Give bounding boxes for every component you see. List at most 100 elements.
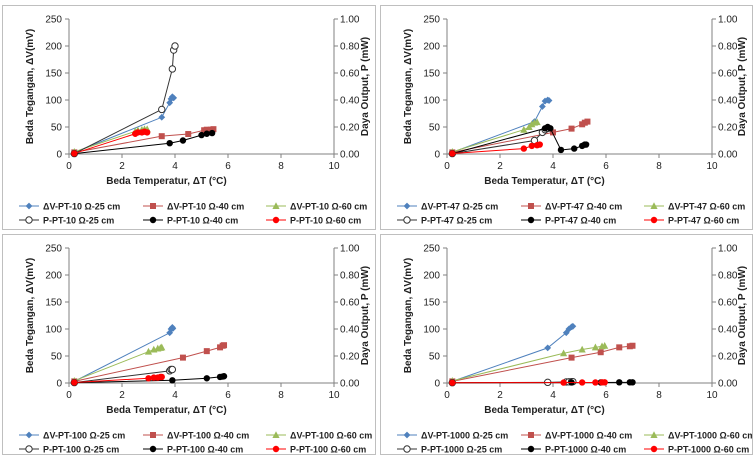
y-axis-title: Beda Tegangan, ΔV(mV) bbox=[25, 258, 36, 373]
legend-item: ΔV-PT-1000 Ω-40 cm bbox=[521, 431, 632, 441]
series bbox=[70, 42, 179, 158]
data-point bbox=[168, 365, 177, 374]
series bbox=[70, 343, 166, 384]
y-tick-label: 200 bbox=[423, 42, 440, 53]
data-point bbox=[584, 118, 591, 125]
data-point bbox=[203, 130, 210, 137]
data-point bbox=[171, 42, 179, 50]
data-point bbox=[272, 431, 280, 438]
legend-item: P-PT-1000 Ω-60 cm bbox=[644, 445, 749, 454]
data-point bbox=[560, 349, 568, 357]
data-point bbox=[166, 99, 174, 107]
data-point bbox=[650, 445, 658, 453]
legend-item: P-PT-10 Ω-40 cm bbox=[143, 216, 238, 226]
chart-panel-pt10: 0 2 4 6 8 10 0 50 100 150 200 250 0.00 0.20 0.40 0.60 0.… bbox=[2, 5, 376, 230]
legend-item: P-PT-100 Ω-40 cm bbox=[143, 445, 243, 455]
legend-label: ΔV-PT-47 Ω-60 cm bbox=[668, 202, 745, 212]
legend-label: P-PT-47 Ω-60 cm bbox=[668, 216, 739, 226]
y2-tick-label: 0.20 bbox=[340, 123, 360, 134]
y-tick-label: 100 bbox=[45, 96, 62, 107]
x-tick-label: 8 bbox=[278, 390, 284, 401]
data-point bbox=[601, 341, 609, 349]
data-point bbox=[25, 431, 33, 439]
data-point bbox=[578, 345, 586, 353]
data-point bbox=[545, 97, 553, 104]
legend-item: ΔV-PT-100 Ω-40 cm bbox=[143, 431, 249, 441]
y2-tick-label: 0.80 bbox=[340, 271, 360, 282]
data-point bbox=[527, 445, 535, 453]
data-point bbox=[449, 379, 456, 386]
y-tick-label: 250 bbox=[45, 15, 62, 26]
x-tick-label: 8 bbox=[656, 390, 662, 401]
y-tick-label: 200 bbox=[423, 271, 440, 282]
series bbox=[448, 322, 577, 385]
series bbox=[449, 342, 636, 385]
series-line bbox=[452, 325, 574, 382]
data-point bbox=[203, 126, 210, 133]
y-tick-label: 50 bbox=[51, 352, 63, 363]
data-point bbox=[158, 343, 166, 351]
y-tick-label: 250 bbox=[423, 15, 440, 26]
data-point bbox=[557, 146, 565, 154]
data-point bbox=[167, 95, 175, 103]
data-point bbox=[150, 203, 156, 209]
data-point bbox=[527, 216, 535, 224]
data-point bbox=[169, 377, 176, 384]
y-tick-label: 100 bbox=[45, 325, 62, 336]
data-point bbox=[221, 342, 228, 349]
y-tick-label: 0 bbox=[56, 379, 62, 390]
chart-panel-pt47: 0 2 4 6 8 10 0 50 100 150 200 250 0.00 0.20 0.40 0.60 0.… bbox=[380, 5, 753, 230]
x-tick-label: 0 bbox=[444, 390, 450, 401]
legend-label: P-PT-1000 Ω-25 cm bbox=[421, 445, 502, 455]
y-tick-label: 150 bbox=[423, 69, 440, 80]
data-point bbox=[403, 202, 411, 210]
y2-axis-title: Daya Output, P (mW) bbox=[360, 266, 371, 365]
legend-label: ΔV-PT-1000 Ω-40 cm bbox=[545, 431, 632, 441]
data-point bbox=[650, 431, 658, 438]
series bbox=[449, 123, 590, 157]
legend-label: P-PT-10 Ω-40 cm bbox=[167, 216, 238, 226]
data-point bbox=[158, 105, 166, 114]
legend-label: ΔV-PT-47 Ω-40 cm bbox=[545, 202, 622, 212]
x-tick-label: 10 bbox=[328, 161, 340, 172]
legend-label: P-PT-100 Ω-25 cm bbox=[43, 445, 119, 455]
x-tick-label: 10 bbox=[328, 390, 340, 401]
data-point bbox=[71, 150, 78, 157]
y-tick-label: 150 bbox=[45, 298, 62, 309]
x-tick-label: 0 bbox=[444, 161, 450, 172]
x-axis-title: Beda Temperatur, ΔT (°C) bbox=[484, 176, 604, 187]
y-axis-title: Beda Tegangan, ΔV(mV) bbox=[403, 29, 414, 144]
legend-item: P-PT-100 Ω-60 cm bbox=[266, 445, 366, 454]
y2-tick-label: 0.00 bbox=[718, 150, 738, 161]
data-point bbox=[149, 216, 157, 224]
y2-tick-label: 0.80 bbox=[718, 271, 738, 282]
data-point bbox=[149, 445, 157, 453]
y-tick-label: 100 bbox=[423, 325, 440, 336]
data-point bbox=[25, 445, 33, 453]
y-tick-label: 250 bbox=[423, 244, 440, 255]
legend-item: P-PT-47 Ω-60 cm bbox=[644, 216, 739, 226]
x-tick-label: 10 bbox=[706, 161, 718, 172]
legend-label: ΔV-PT-10 Ω-60 cm bbox=[290, 202, 367, 212]
x-tick-label: 4 bbox=[550, 390, 556, 401]
legend-label: P-PT-100 Ω-40 cm bbox=[167, 445, 243, 455]
y2-tick-label: 1.00 bbox=[340, 15, 360, 26]
legend-item: ΔV-PT-100 Ω-25 cm bbox=[19, 431, 125, 441]
data-point bbox=[544, 344, 552, 352]
legend-item: P-PT-1000 Ω-40 cm bbox=[521, 445, 626, 454]
data-point bbox=[272, 216, 280, 224]
x-tick-label: 4 bbox=[172, 161, 178, 172]
data-point bbox=[541, 97, 549, 105]
y-tick-label: 50 bbox=[429, 352, 441, 363]
legend-item: P-PT-1000 Ω-25 cm bbox=[397, 445, 502, 455]
data-point bbox=[150, 432, 156, 438]
legend-item: ΔV-PT-1000 Ω-60 cm bbox=[644, 431, 752, 441]
y-tick-label: 0 bbox=[434, 379, 440, 390]
data-point bbox=[170, 94, 178, 102]
legend-label: ΔV-PT-1000 Ω-60 cm bbox=[668, 431, 752, 441]
data-point bbox=[629, 379, 636, 386]
data-point bbox=[158, 113, 166, 121]
data-point bbox=[592, 379, 599, 386]
legend-label: ΔV-PT-100 Ω-40 cm bbox=[167, 431, 249, 441]
series bbox=[449, 118, 591, 156]
